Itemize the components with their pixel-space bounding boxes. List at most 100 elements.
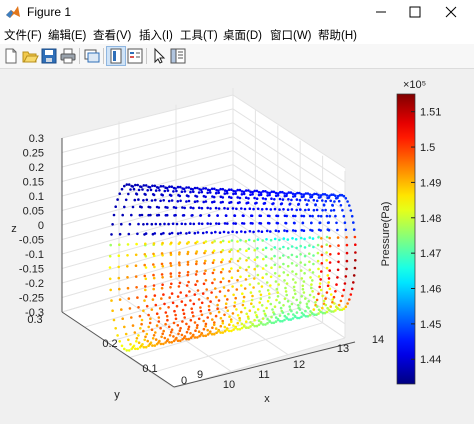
open-file-icon[interactable] bbox=[21, 47, 39, 65]
gridline-z bbox=[61, 247, 234, 298]
data-point bbox=[231, 230, 234, 233]
data-point bbox=[261, 267, 265, 270]
menu-window[interactable]: 窗口(W) bbox=[270, 30, 312, 42]
data-point bbox=[236, 196, 239, 199]
menu-insert[interactable]: 插入(I) bbox=[139, 30, 173, 42]
data-point bbox=[230, 239, 234, 242]
print-icon[interactable] bbox=[59, 47, 77, 65]
data-point bbox=[308, 252, 311, 255]
new-figure-icon[interactable] bbox=[2, 47, 20, 65]
property-inspector-icon[interactable] bbox=[169, 47, 187, 65]
close-icon bbox=[445, 6, 457, 18]
data-point bbox=[109, 288, 112, 292]
data-point bbox=[196, 279, 199, 283]
data-point bbox=[193, 200, 197, 203]
data-point bbox=[177, 332, 180, 336]
data-point bbox=[209, 300, 212, 303]
data-point bbox=[238, 248, 242, 251]
data-point bbox=[169, 251, 173, 255]
data-point bbox=[204, 187, 208, 190]
data-point bbox=[148, 206, 152, 209]
data-point bbox=[294, 281, 297, 284]
data-point bbox=[279, 190, 282, 194]
data-point bbox=[269, 208, 273, 211]
data-point bbox=[294, 229, 297, 233]
plot-3d-scatter[interactable]: -0.3 -0.25 -0.2 -0.15 -0.1 -0.05 0 0.05 0.1 0.15 0… bbox=[0, 69, 474, 424]
menu-view[interactable]: 查看(V) bbox=[93, 30, 132, 42]
colorbar[interactable] bbox=[396, 93, 416, 385]
data-point bbox=[320, 253, 324, 257]
data-point bbox=[190, 307, 193, 310]
data-point bbox=[270, 315, 273, 319]
data-point bbox=[249, 193, 252, 196]
data-point bbox=[136, 232, 139, 236]
data-point bbox=[193, 336, 197, 339]
data-point bbox=[200, 190, 204, 194]
data-point bbox=[219, 324, 223, 328]
save-icon[interactable] bbox=[40, 47, 58, 65]
data-point bbox=[277, 230, 281, 233]
close-button[interactable] bbox=[428, 0, 474, 24]
data-point bbox=[264, 264, 268, 267]
data-point bbox=[295, 298, 299, 302]
data-point bbox=[223, 206, 226, 210]
data-point bbox=[155, 324, 159, 327]
data-point bbox=[193, 293, 197, 296]
data-point bbox=[227, 188, 231, 191]
data-point bbox=[281, 311, 285, 314]
data-point bbox=[308, 236, 312, 239]
data-point bbox=[308, 260, 311, 264]
data-point bbox=[181, 320, 184, 323]
menu-help[interactable]: 帮助(H) bbox=[318, 30, 357, 42]
data-point bbox=[108, 277, 112, 281]
data-point bbox=[282, 304, 285, 307]
data-point bbox=[171, 301, 175, 305]
data-point bbox=[301, 287, 305, 291]
data-point bbox=[169, 275, 173, 278]
menu-desktop[interactable]: 桌面(D) bbox=[223, 30, 262, 42]
menu-file[interactable]: 文件(F) bbox=[4, 30, 42, 42]
data-point bbox=[323, 193, 327, 196]
data-point bbox=[221, 319, 224, 323]
menu-edit[interactable]: 编辑(E) bbox=[48, 30, 87, 42]
data-point bbox=[151, 344, 154, 347]
data-point bbox=[256, 308, 260, 311]
data-point bbox=[271, 202, 274, 206]
data-point bbox=[317, 308, 321, 312]
insert-colorbar-icon[interactable] bbox=[106, 46, 126, 66]
edit-plot-arrow-icon[interactable] bbox=[150, 47, 168, 65]
data-point bbox=[238, 316, 241, 320]
minimize-button[interactable] bbox=[358, 0, 404, 24]
data-point bbox=[212, 249, 216, 252]
data-point bbox=[230, 329, 233, 333]
link-plot-icon[interactable] bbox=[83, 47, 101, 65]
gridline-x bbox=[106, 291, 278, 343]
data-point bbox=[243, 306, 247, 310]
insert-legend-icon[interactable] bbox=[126, 47, 144, 65]
data-point bbox=[149, 188, 153, 192]
data-point bbox=[317, 228, 321, 232]
data-point bbox=[142, 223, 145, 226]
data-point bbox=[334, 305, 338, 308]
data-point bbox=[334, 197, 338, 200]
data-point bbox=[208, 188, 212, 192]
data-point bbox=[187, 240, 190, 244]
maximize-button[interactable] bbox=[392, 0, 438, 24]
data-point bbox=[167, 199, 171, 203]
data-point bbox=[291, 237, 294, 240]
data-point bbox=[162, 293, 165, 296]
data-point bbox=[129, 188, 132, 191]
figure-canvas[interactable]: -0.3 -0.25 -0.2 -0.15 -0.1 -0.05 0 0.05 0.1 0.15 0… bbox=[0, 69, 474, 424]
z-tick-label: 0.15 bbox=[23, 177, 44, 189]
data-point bbox=[279, 202, 283, 206]
data-point bbox=[300, 195, 304, 199]
menu-tools[interactable]: 工具(T) bbox=[180, 30, 218, 42]
data-point bbox=[268, 296, 271, 299]
data-point bbox=[214, 191, 218, 195]
data-point bbox=[189, 336, 193, 340]
data-point bbox=[265, 272, 268, 276]
data-point bbox=[300, 277, 304, 280]
data-point bbox=[253, 189, 256, 193]
data-point bbox=[326, 306, 329, 310]
data-point bbox=[247, 238, 251, 242]
